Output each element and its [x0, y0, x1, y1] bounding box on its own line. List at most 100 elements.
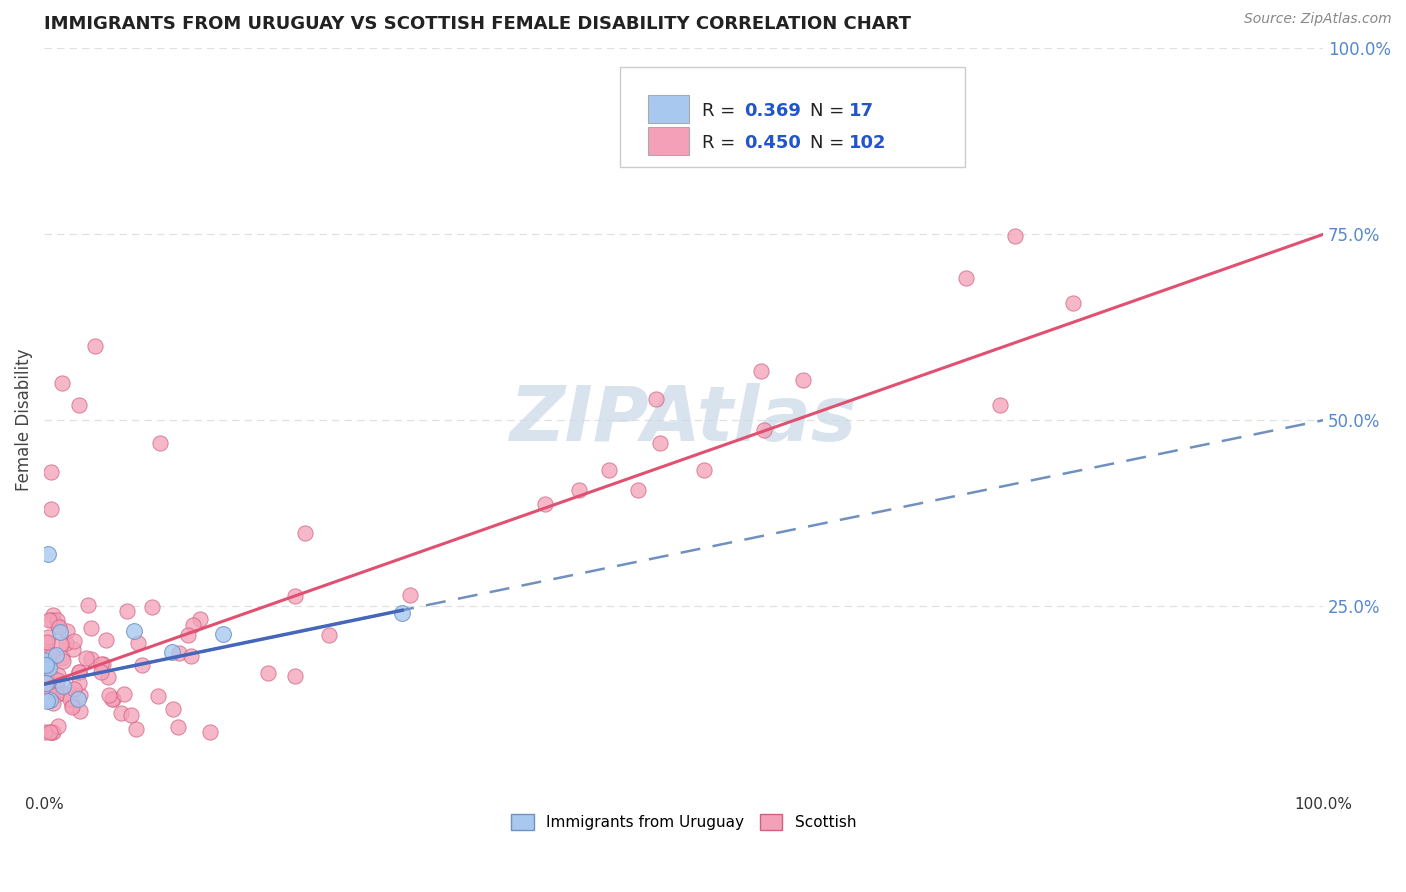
- Point: [45, 648, 67, 662]
- Point: [391, 607, 413, 621]
- Point: [749, 364, 772, 378]
- Point: [60, 698, 83, 712]
- Text: 102: 102: [849, 135, 886, 153]
- Point: [80, 622, 103, 636]
- Point: [141, 599, 163, 614]
- Point: [48, 620, 70, 634]
- Point: [62, 642, 84, 657]
- Text: IMMIGRANTS FROM URUGUAY VS SCOTTISH FEMALE DISABILITY CORRELATION CHART: IMMIGRANTS FROM URUGUAY VS SCOTTISH FEMA…: [44, 15, 911, 33]
- Point: [188, 612, 211, 626]
- Point: [35, 673, 58, 687]
- Point: [38, 661, 60, 675]
- Point: [46, 678, 69, 692]
- Point: [167, 646, 190, 660]
- Point: [200, 725, 222, 739]
- Point: [101, 691, 124, 706]
- Point: [34, 658, 56, 673]
- Point: [69, 689, 91, 703]
- Point: [35, 694, 58, 708]
- Point: [46, 613, 69, 627]
- Point: [52, 679, 75, 693]
- Text: R =: R =: [702, 103, 741, 120]
- Point: [41, 725, 63, 739]
- Point: [39, 465, 62, 479]
- Point: [41, 684, 63, 698]
- Point: [42, 608, 65, 623]
- Text: 0.450: 0.450: [744, 135, 800, 153]
- Point: [96, 633, 118, 648]
- Point: [181, 617, 204, 632]
- Point: [122, 624, 145, 638]
- Point: [91, 657, 114, 672]
- Text: N =: N =: [810, 103, 851, 120]
- Point: [41, 613, 63, 627]
- Text: Source: ZipAtlas.com: Source: ZipAtlas.com: [1244, 12, 1392, 26]
- Point: [37, 547, 59, 561]
- Point: [115, 604, 138, 618]
- Point: [34, 653, 56, 667]
- Point: [69, 704, 91, 718]
- Legend: Immigrants from Uruguay, Scottish: Immigrants from Uruguay, Scottish: [505, 808, 862, 837]
- Point: [125, 723, 148, 737]
- Point: [212, 626, 235, 640]
- Point: [63, 633, 86, 648]
- Point: [176, 628, 198, 642]
- Point: [97, 688, 120, 702]
- Point: [568, 483, 591, 498]
- Point: [1062, 295, 1084, 310]
- Point: [75, 651, 97, 665]
- Point: [644, 392, 666, 407]
- Point: [35, 676, 58, 690]
- FancyBboxPatch shape: [648, 127, 689, 155]
- Point: [51, 651, 73, 665]
- Point: [66, 692, 89, 706]
- Point: [35, 634, 58, 648]
- Point: [294, 525, 316, 540]
- Point: [955, 270, 977, 285]
- Point: [90, 657, 112, 672]
- Point: [39, 693, 62, 707]
- Point: [37, 657, 59, 671]
- Point: [162, 702, 184, 716]
- Point: [67, 398, 90, 412]
- Point: [131, 657, 153, 672]
- Point: [598, 463, 620, 477]
- Point: [63, 682, 86, 697]
- Y-axis label: Female Disability: Female Disability: [15, 349, 32, 491]
- Point: [110, 706, 132, 720]
- Point: [67, 665, 90, 679]
- Point: [34, 725, 56, 739]
- Point: [45, 673, 67, 687]
- Point: [101, 692, 124, 706]
- Point: [35, 678, 58, 692]
- Point: [534, 497, 557, 511]
- Point: [35, 657, 58, 672]
- Point: [83, 339, 105, 353]
- Point: [56, 624, 79, 638]
- Point: [988, 398, 1011, 412]
- Point: [39, 669, 62, 683]
- Point: [160, 645, 183, 659]
- Point: [398, 588, 420, 602]
- Point: [60, 699, 83, 714]
- Point: [284, 669, 307, 683]
- Text: ZIPAtlas: ZIPAtlas: [510, 384, 858, 458]
- Point: [120, 707, 142, 722]
- Point: [38, 725, 60, 739]
- Point: [49, 625, 72, 640]
- Point: [648, 436, 671, 450]
- Point: [39, 502, 62, 516]
- Point: [41, 696, 63, 710]
- Point: [90, 665, 112, 680]
- Point: [318, 628, 340, 642]
- Text: R =: R =: [702, 135, 741, 153]
- Point: [127, 636, 149, 650]
- Point: [149, 435, 172, 450]
- Point: [37, 630, 59, 644]
- Point: [256, 665, 278, 680]
- Point: [693, 463, 716, 477]
- Point: [283, 589, 305, 603]
- Point: [34, 657, 56, 672]
- Point: [45, 683, 67, 698]
- Point: [80, 652, 103, 666]
